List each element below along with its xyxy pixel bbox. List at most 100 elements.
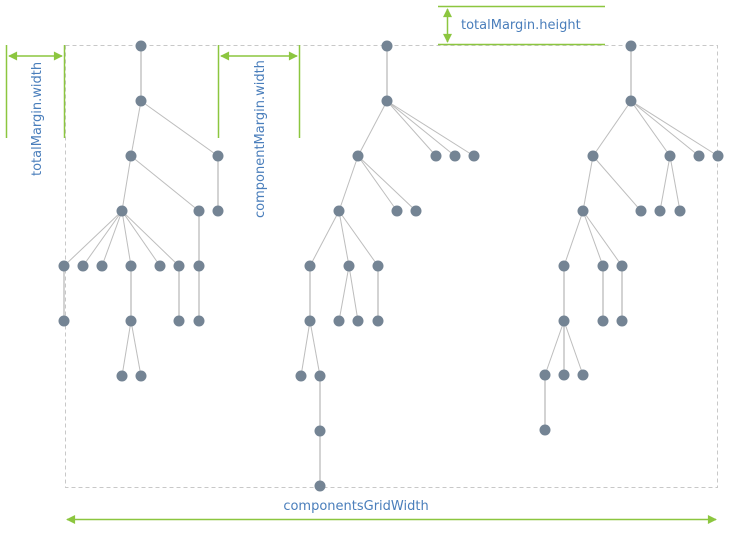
tree-1-node xyxy=(116,205,128,217)
tree-1-edge xyxy=(121,210,180,267)
tree-3-node xyxy=(597,260,609,272)
tree-1-node xyxy=(173,260,185,272)
tree-3-edge xyxy=(659,155,671,212)
tree-1-edge xyxy=(130,100,142,157)
tree-1-edge xyxy=(121,320,132,377)
tree-3-node xyxy=(654,205,666,217)
tree-2-node xyxy=(430,150,442,162)
tree-2-node xyxy=(381,40,393,52)
tree-3-node xyxy=(539,369,551,381)
tree-3-edge xyxy=(592,155,642,212)
tree-3-node xyxy=(558,315,570,327)
tree-1-node xyxy=(193,315,205,327)
tree-2-node xyxy=(468,150,480,162)
tree-3-edge xyxy=(582,210,623,267)
tree-3-node xyxy=(577,369,589,381)
tree-1-node xyxy=(116,370,128,382)
tree-3-node xyxy=(616,260,628,272)
tree-edges xyxy=(63,46,719,486)
tree-3-node xyxy=(587,150,599,162)
tree-3-node xyxy=(616,315,628,327)
tree-2-node xyxy=(372,260,384,272)
tree-2-node xyxy=(295,370,307,382)
tree-2-edge xyxy=(357,100,388,157)
tree-2-edge xyxy=(309,320,321,377)
tree-1-node xyxy=(154,260,166,272)
tree-3-node xyxy=(558,369,570,381)
tree-1-node xyxy=(212,150,224,162)
total-margin-height-annotation xyxy=(438,5,605,46)
total-margin-width-label: totalMargin.width xyxy=(30,62,45,176)
components-grid-width-label: componentsGridWidth xyxy=(283,499,428,514)
tree-2-node xyxy=(381,95,393,107)
tree-1-edge xyxy=(121,210,161,267)
tree-2-node xyxy=(343,260,355,272)
tree-2-node xyxy=(410,205,422,217)
tree-3-node xyxy=(625,40,637,52)
tree-2-node xyxy=(391,205,403,217)
tree-3-node xyxy=(674,205,686,217)
total-margin-height-label: totalMargin.height xyxy=(461,18,581,33)
tree-3-node xyxy=(712,150,724,162)
tree-3-edge xyxy=(630,100,700,157)
tree-2-node xyxy=(314,370,326,382)
tree-1-node xyxy=(173,315,185,327)
tree-1-node xyxy=(96,260,108,272)
tree-2-edge xyxy=(357,155,398,212)
tree-3-edge xyxy=(563,210,584,267)
tree-3-edge xyxy=(669,155,681,212)
tree-1-edge xyxy=(121,210,132,267)
tree-2-node xyxy=(314,425,326,437)
tree-1-edge xyxy=(130,155,200,212)
tree-1-node xyxy=(125,315,137,327)
tree-2-node xyxy=(352,315,364,327)
tree-1-node xyxy=(125,260,137,272)
tree-2-edge xyxy=(386,100,456,157)
tree-3-node xyxy=(539,424,551,436)
tree-1-edge xyxy=(101,210,123,267)
tree-1-edge xyxy=(130,320,142,377)
tree-2-node xyxy=(449,150,461,162)
tree-3-node xyxy=(664,150,676,162)
tree-2-edge xyxy=(338,265,350,322)
tree-3-edge xyxy=(630,100,719,157)
tree-2-edge xyxy=(309,210,340,267)
tree-1-edge xyxy=(140,100,219,157)
tree-1-node xyxy=(193,205,205,217)
tree-3-node xyxy=(577,205,589,217)
tree-1-node xyxy=(77,260,89,272)
tree-1-edge xyxy=(121,155,132,212)
tree-2-edge xyxy=(348,265,359,322)
tree-2-node xyxy=(314,480,326,492)
tree-2-edge xyxy=(386,100,475,157)
tree-2-edge xyxy=(300,320,311,377)
tree-1-node xyxy=(135,95,147,107)
tree-3-edge xyxy=(630,100,671,157)
tree-2-edge xyxy=(357,155,417,212)
tree-3-edge xyxy=(592,100,632,157)
tree-2-node xyxy=(304,260,316,272)
tree-2-node xyxy=(304,315,316,327)
tree-nodes xyxy=(58,40,724,492)
tree-3-edge xyxy=(582,210,604,267)
tree-2-edge xyxy=(338,210,379,267)
tree-3-node xyxy=(693,150,705,162)
tree-2-edge xyxy=(338,155,359,212)
tree-3-node xyxy=(597,315,609,327)
tree-1-node xyxy=(58,315,70,327)
tree-1-edge xyxy=(82,210,123,267)
tree-3-node xyxy=(558,260,570,272)
tree-2-node xyxy=(372,315,384,327)
tree-1-node xyxy=(212,205,224,217)
tree-3-edge xyxy=(563,320,584,376)
component-margin-width-label: componentMargin.width xyxy=(253,60,268,218)
tree-1-edge xyxy=(63,210,123,267)
tree-1-node xyxy=(193,260,205,272)
tree-2-node xyxy=(333,205,345,217)
component-margin-width-annotation xyxy=(217,45,301,138)
tree-2-edge xyxy=(386,100,437,157)
tree-2-node xyxy=(333,315,345,327)
tree-3-edge xyxy=(544,320,565,376)
tree-3-node xyxy=(625,95,637,107)
